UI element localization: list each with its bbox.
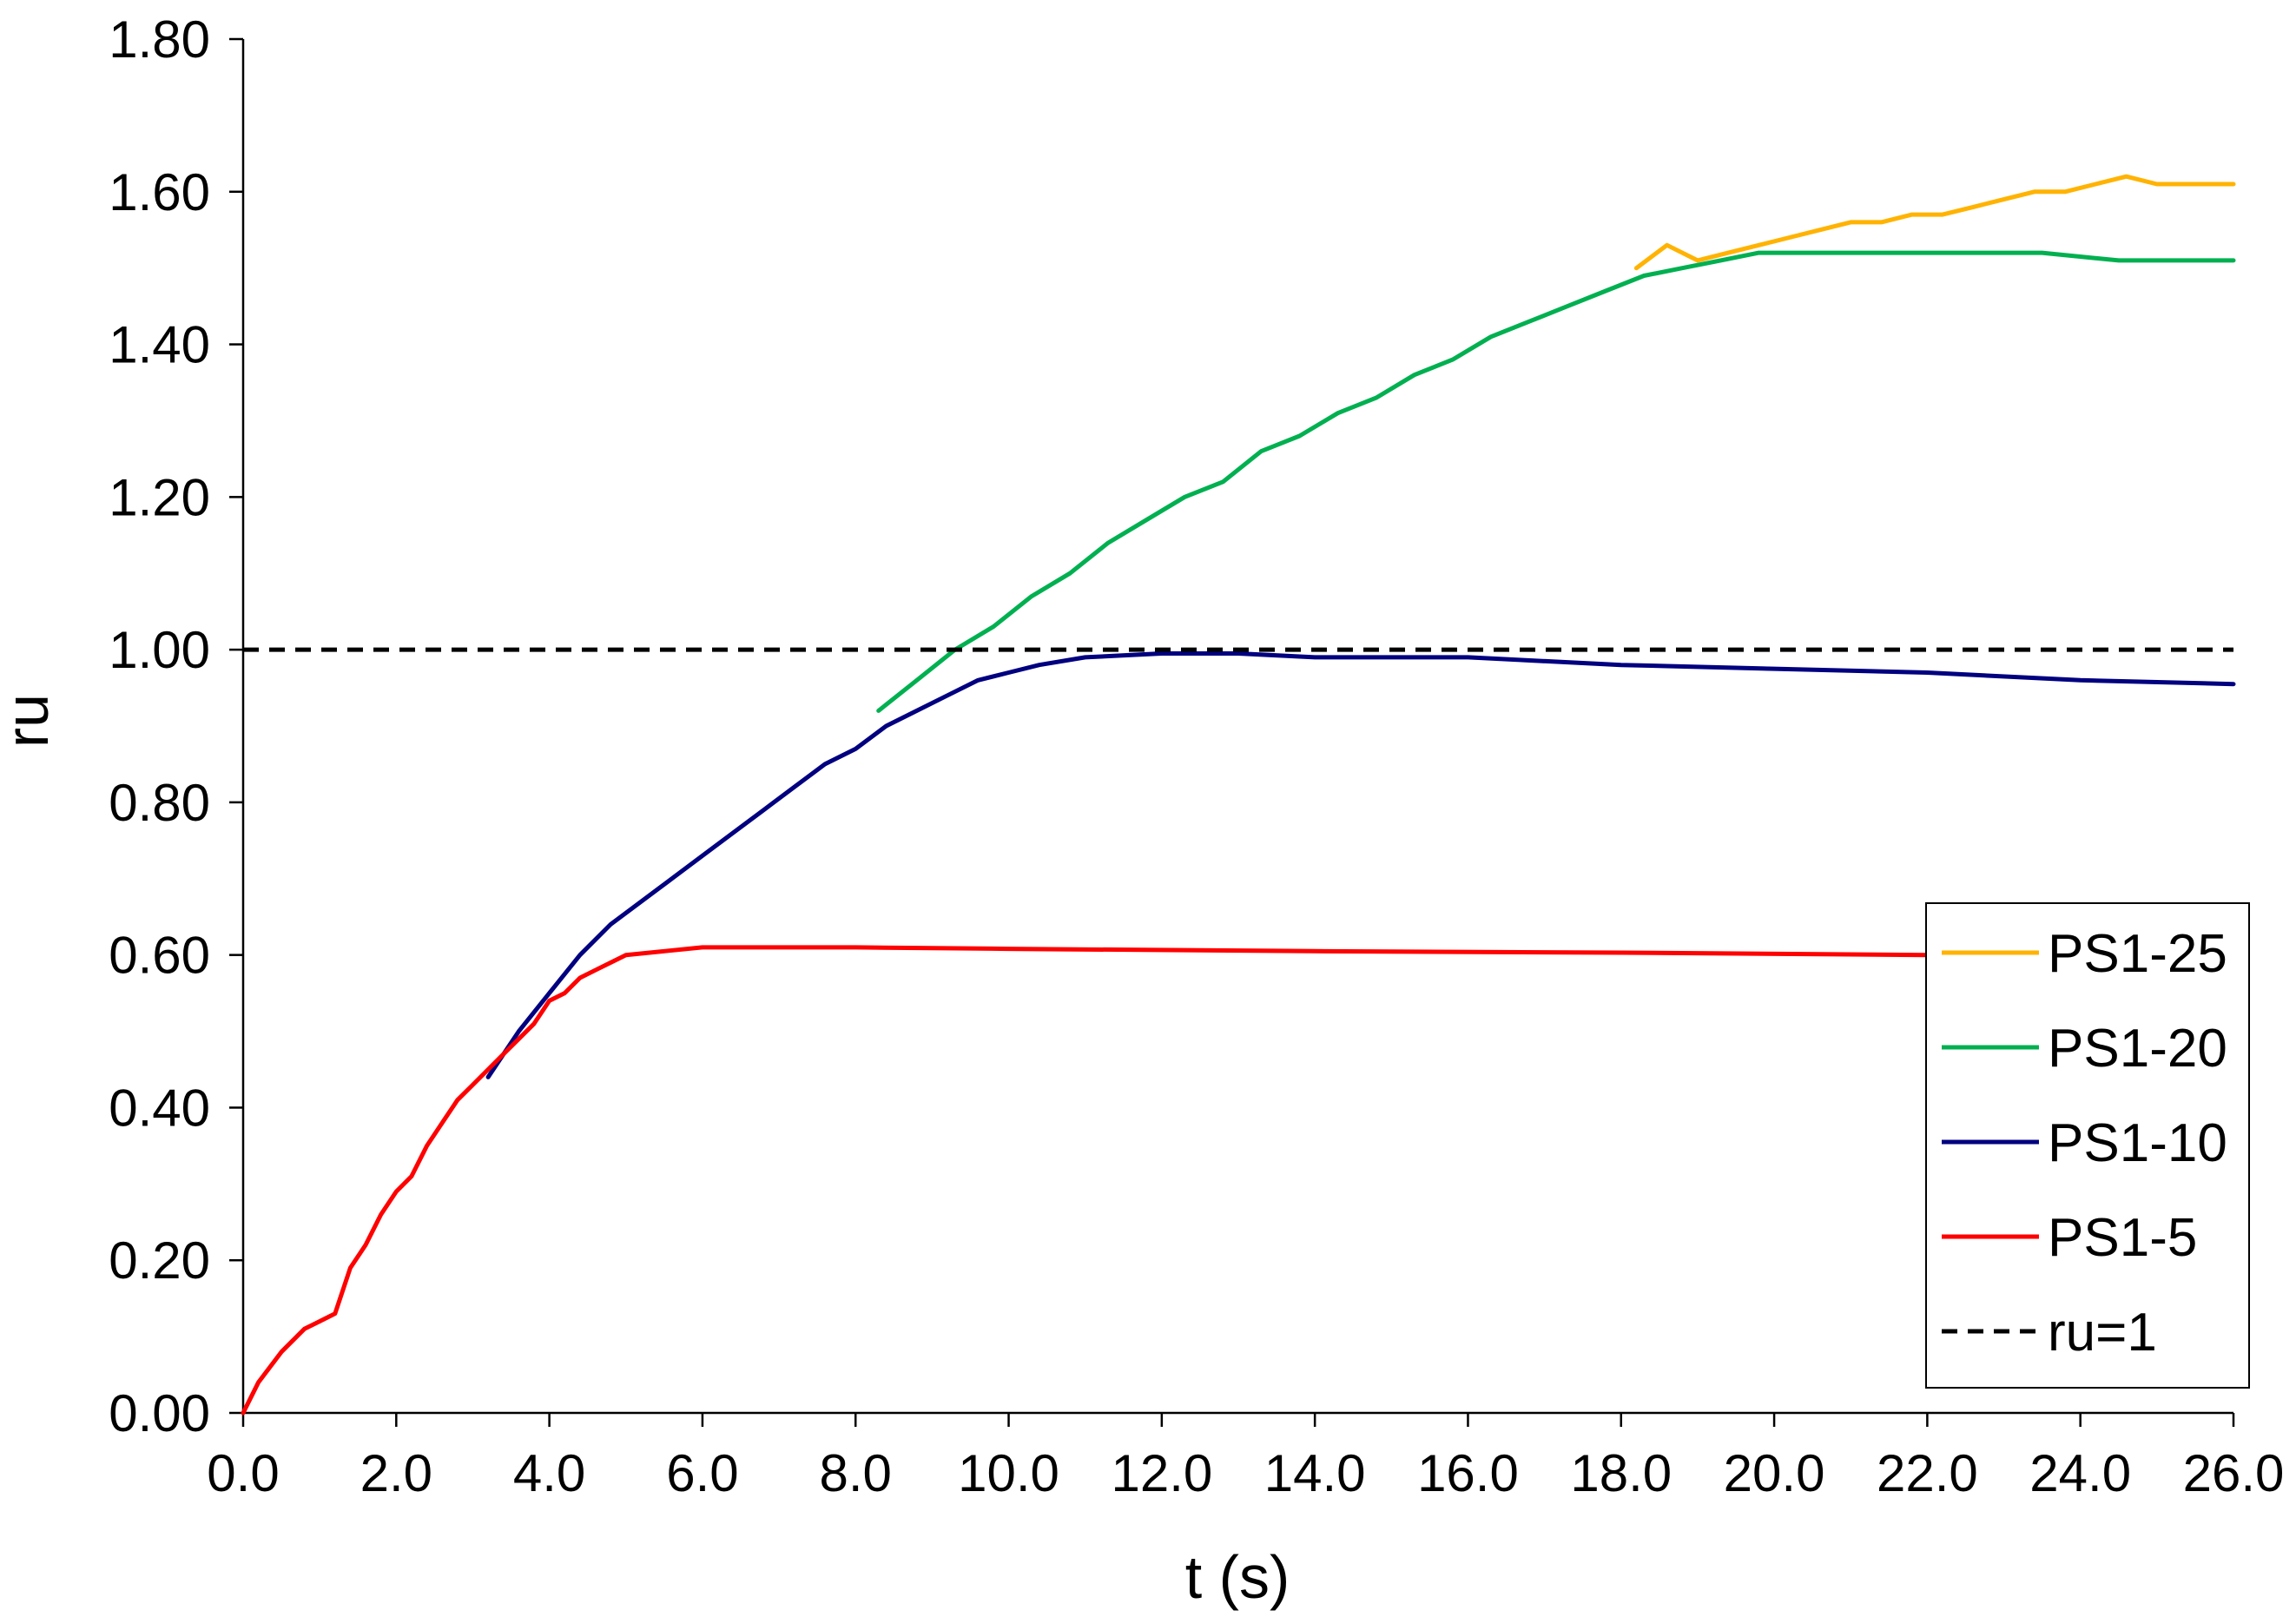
y-tick-label: 0.80 bbox=[109, 774, 210, 832]
x-tick-label: 6.0 bbox=[666, 1444, 738, 1502]
legend-box bbox=[1925, 902, 2250, 1389]
x-tick-label: 8.0 bbox=[820, 1444, 892, 1502]
series-line-ps1-5 bbox=[241, 945, 2236, 1416]
x-tick-label: 0.0 bbox=[207, 1444, 279, 1502]
x-tick-label: 26.0 bbox=[2183, 1444, 2285, 1502]
y-tick-label: 1.20 bbox=[109, 468, 210, 526]
y-axis-title: ru bbox=[0, 694, 61, 748]
x-tick-label: 4.0 bbox=[513, 1444, 585, 1502]
y-tick-label: 1.40 bbox=[109, 316, 210, 374]
y-tick-label: 1.60 bbox=[109, 163, 210, 221]
legend-label: PS1-25 bbox=[2048, 924, 2227, 984]
axes bbox=[229, 37, 2235, 1427]
series-line-ps1-10 bbox=[485, 651, 2236, 1079]
tick-labels: 0.00 0.20 0.40 0.60 0.80 1.00 1.20 1.40 1.60 1.80… bbox=[109, 10, 2284, 1502]
y-tick-label: 0.20 bbox=[109, 1231, 210, 1290]
legend: PS1-25 PS1-20 PS1-10 PS1-5 ru=1 bbox=[1925, 902, 2250, 1389]
x-tick-label: 16.0 bbox=[1417, 1444, 1519, 1502]
x-tick-label: 18.0 bbox=[1570, 1444, 1672, 1502]
x-tick-label: 14.0 bbox=[1264, 1444, 1366, 1502]
x-axis-title: t (s) bbox=[1185, 1543, 1290, 1611]
y-tick-label: 0.40 bbox=[109, 1079, 210, 1137]
y-tick-label: 1.80 bbox=[109, 10, 210, 69]
y-tick-label: 0.00 bbox=[109, 1384, 210, 1442]
legend-label: ru=1 bbox=[2048, 1303, 2157, 1363]
x-tick-label: 2.0 bbox=[360, 1444, 432, 1502]
legend-label: PS1-20 bbox=[2048, 1019, 2227, 1079]
series-line-ps1-25 bbox=[1633, 174, 2236, 271]
x-tick-label: 24.0 bbox=[2029, 1444, 2131, 1502]
legend-label: PS1-5 bbox=[2048, 1208, 2197, 1268]
series-lines bbox=[241, 174, 2236, 1416]
x-tick-label: 12.0 bbox=[1111, 1444, 1212, 1502]
y-tick-label: 1.00 bbox=[109, 621, 210, 679]
legend-label: PS1-10 bbox=[2048, 1113, 2227, 1173]
x-tick-label: 20.0 bbox=[1724, 1444, 1825, 1502]
y-tick-label: 0.60 bbox=[109, 927, 210, 985]
series-line-ps1-20 bbox=[876, 250, 2236, 713]
x-tick-label: 10.0 bbox=[958, 1444, 1059, 1502]
x-tick-label: 22.0 bbox=[1877, 1444, 1978, 1502]
